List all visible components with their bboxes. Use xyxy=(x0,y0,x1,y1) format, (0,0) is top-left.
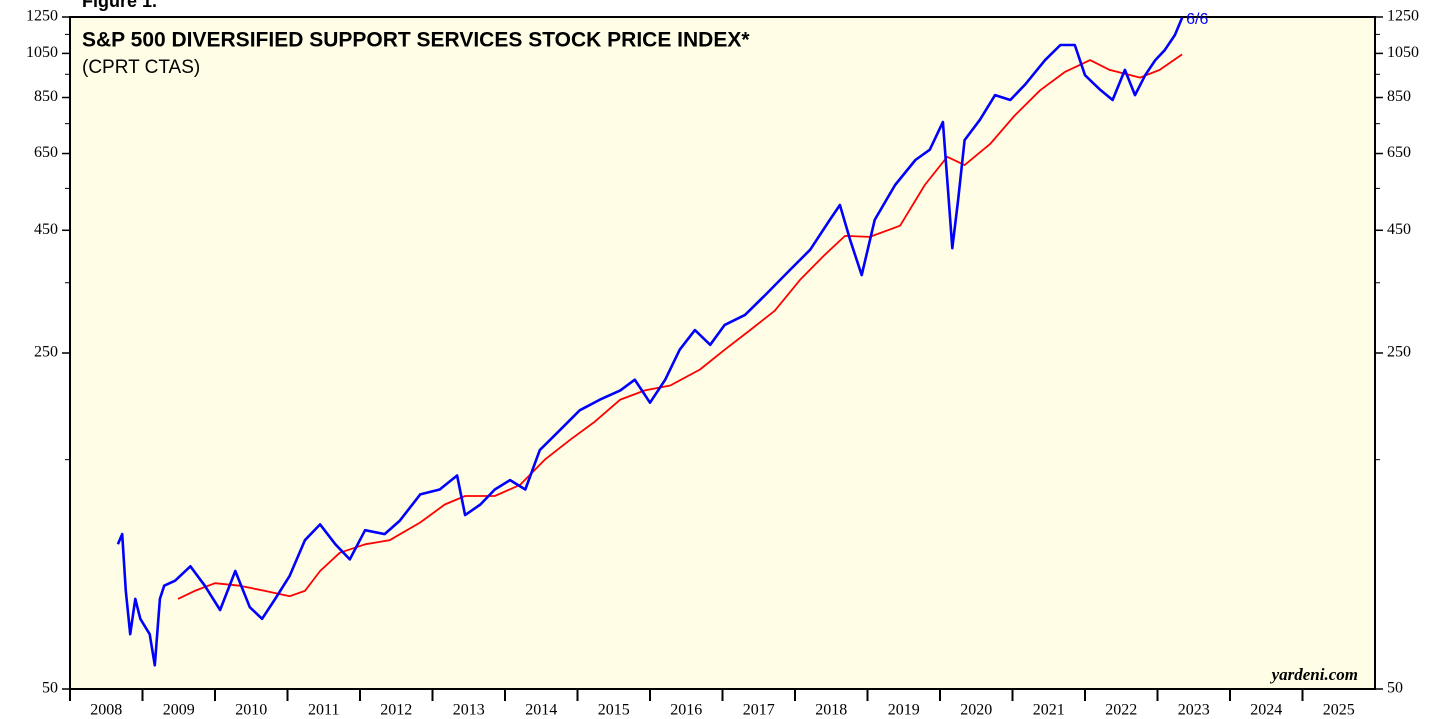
x-tick-label: 2014 xyxy=(525,702,557,719)
x-tick-label: 2012 xyxy=(380,702,412,719)
y-tick-label: 1250 xyxy=(26,8,58,25)
x-tick-label: 2015 xyxy=(598,702,630,719)
source: yardeni.com xyxy=(1270,665,1358,684)
y-tick-label: 450 xyxy=(34,221,58,238)
y-tick-label: 50 xyxy=(42,680,58,697)
y2-tick-label: 850 xyxy=(1387,88,1411,105)
y2-tick-label: 450 xyxy=(1387,221,1411,238)
x-tick-label: 2023 xyxy=(1178,702,1210,719)
x-tick-label: 2019 xyxy=(888,702,920,719)
y2-tick-label: 1250 xyxy=(1387,8,1419,25)
y2-tick-label: 250 xyxy=(1387,344,1411,361)
x-tick-label: 2008 xyxy=(90,702,122,719)
end-label: 6/6 xyxy=(1186,11,1208,28)
y-tick-label: 1050 xyxy=(26,44,58,61)
y2-tick-label: 50 xyxy=(1387,680,1403,697)
figure-label: Figure 1. xyxy=(82,0,157,11)
x-tick-label: 2025 xyxy=(1323,702,1355,719)
chart-title: S&P 500 DIVERSIFIED SUPPORT SERVICES STO… xyxy=(82,29,750,52)
plot-area xyxy=(69,16,1376,690)
y2-tick-label: 1050 xyxy=(1387,44,1419,61)
x-tick-label: 2013 xyxy=(453,702,485,719)
y-tick-label: 850 xyxy=(34,88,58,105)
y-tick-label: 650 xyxy=(34,144,58,161)
x-tick-label: 2021 xyxy=(1033,702,1065,719)
series-line xyxy=(116,17,1184,667)
x-tick-label: 2011 xyxy=(308,702,339,719)
x-tick-label: 2018 xyxy=(815,702,847,719)
x-tick-label: 2022 xyxy=(1105,702,1137,719)
x-tick-label: 2010 xyxy=(235,702,267,719)
x-tick-label: 2016 xyxy=(670,702,702,719)
series-line xyxy=(177,53,1183,600)
y-tick-label: 250 xyxy=(34,344,58,361)
x-tick-label: 2009 xyxy=(163,702,195,719)
x-tick-label: 2024 xyxy=(1250,702,1282,719)
x-tick-label: 2020 xyxy=(960,702,992,719)
x-tick-label: 2017 xyxy=(743,702,775,719)
chart-subtitle: (CPRT CTAS) xyxy=(82,57,200,78)
y2-tick-label: 650 xyxy=(1387,144,1411,161)
